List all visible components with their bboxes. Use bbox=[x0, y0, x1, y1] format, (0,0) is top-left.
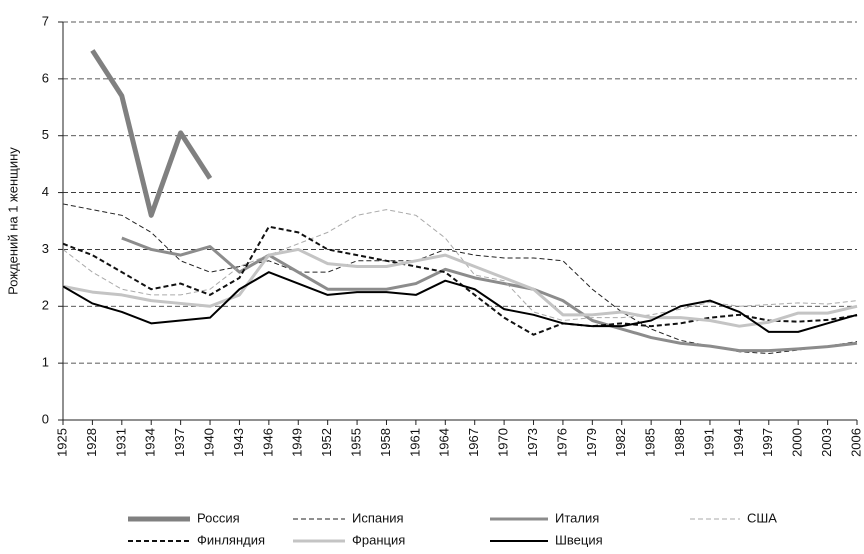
x-tick-label: 1928 bbox=[84, 428, 99, 457]
legend-label: Финляндия bbox=[197, 532, 265, 547]
x-tick-label: 1937 bbox=[172, 428, 187, 457]
x-tick-label: 1934 bbox=[143, 428, 158, 457]
x-tick-label: 1991 bbox=[701, 428, 716, 457]
x-tick-label: 1967 bbox=[466, 428, 481, 457]
legend-label: Франция bbox=[352, 532, 405, 547]
y-tick-label: 7 bbox=[42, 13, 49, 28]
y-axis-label: Рождений на 1 женщину bbox=[5, 147, 20, 295]
x-tick-label: 1994 bbox=[731, 428, 746, 457]
x-tick-label: 1961 bbox=[407, 428, 422, 457]
x-tick-label: 1955 bbox=[349, 428, 364, 457]
series-line bbox=[62, 203, 858, 354]
y-tick-label: 0 bbox=[42, 411, 49, 426]
x-tick-label: 1979 bbox=[584, 428, 599, 457]
x-tick-label: 1943 bbox=[231, 428, 246, 457]
x-tick-label: 1973 bbox=[525, 428, 540, 457]
x-tick-label: 1976 bbox=[554, 428, 569, 457]
series-line bbox=[90, 49, 213, 218]
y-tick-label: 2 bbox=[42, 298, 49, 313]
x-tick-label: 1970 bbox=[496, 428, 511, 457]
series-line bbox=[62, 271, 858, 333]
y-tick-label: 6 bbox=[42, 70, 49, 85]
series-line bbox=[62, 247, 858, 328]
x-tick-label: 1949 bbox=[290, 428, 305, 457]
x-tick-label: 1931 bbox=[113, 428, 128, 457]
x-tick-label: 1946 bbox=[260, 428, 275, 457]
x-tick-label: 1964 bbox=[437, 428, 452, 457]
y-tick-label: 3 bbox=[42, 241, 49, 256]
series-line bbox=[121, 236, 858, 353]
y-tick-label: 4 bbox=[42, 184, 49, 199]
x-tick-label: 1925 bbox=[54, 428, 69, 457]
x-tick-label: 2003 bbox=[819, 428, 834, 457]
y-tick-label: 1 bbox=[42, 355, 49, 370]
legend-label: Испания bbox=[352, 510, 404, 525]
x-tick-label: 2000 bbox=[790, 428, 805, 457]
legend-label: США bbox=[747, 510, 777, 525]
x-tick-label: 1982 bbox=[613, 428, 628, 457]
x-tick-label: 1985 bbox=[643, 428, 658, 457]
legend-label: Россия bbox=[197, 510, 240, 525]
series-line bbox=[62, 209, 858, 321]
x-tick-label: 1952 bbox=[319, 428, 334, 457]
x-tick-label: 1997 bbox=[760, 428, 775, 457]
x-tick-label: 1988 bbox=[672, 428, 687, 457]
legend-label: Италия bbox=[555, 510, 599, 525]
x-tick-label: 1958 bbox=[378, 428, 393, 457]
x-tick-label: 1940 bbox=[201, 428, 216, 457]
x-tick-label: 2006 bbox=[848, 428, 863, 457]
y-tick-label: 5 bbox=[42, 127, 49, 142]
legend-label: Швеция bbox=[555, 532, 603, 547]
series-line bbox=[62, 225, 858, 336]
